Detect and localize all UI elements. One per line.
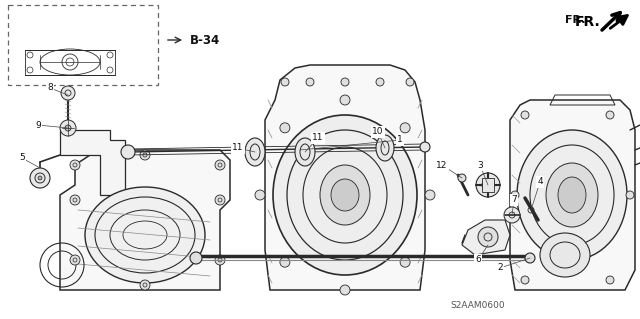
Ellipse shape bbox=[540, 233, 590, 277]
Polygon shape bbox=[462, 220, 510, 255]
Circle shape bbox=[190, 252, 202, 264]
Circle shape bbox=[70, 255, 80, 265]
Circle shape bbox=[425, 190, 435, 200]
Text: 3: 3 bbox=[477, 160, 483, 169]
Circle shape bbox=[340, 95, 350, 105]
Circle shape bbox=[400, 257, 410, 267]
Ellipse shape bbox=[320, 165, 370, 225]
Text: 7: 7 bbox=[511, 196, 517, 204]
Polygon shape bbox=[510, 100, 635, 290]
Text: 8: 8 bbox=[47, 84, 53, 93]
Circle shape bbox=[140, 150, 150, 160]
Circle shape bbox=[626, 191, 634, 199]
Ellipse shape bbox=[273, 115, 417, 275]
Text: 9: 9 bbox=[35, 121, 41, 130]
Ellipse shape bbox=[85, 187, 205, 283]
Polygon shape bbox=[265, 65, 425, 290]
Bar bbox=[482, 178, 494, 192]
Ellipse shape bbox=[558, 177, 586, 213]
Circle shape bbox=[504, 207, 520, 223]
Circle shape bbox=[511, 191, 519, 199]
Circle shape bbox=[215, 255, 225, 265]
Text: 10: 10 bbox=[372, 128, 384, 137]
Circle shape bbox=[280, 257, 290, 267]
Circle shape bbox=[60, 120, 76, 136]
Text: 12: 12 bbox=[436, 160, 448, 169]
Circle shape bbox=[458, 174, 466, 182]
Circle shape bbox=[38, 176, 42, 180]
Ellipse shape bbox=[295, 138, 315, 166]
Text: 5: 5 bbox=[19, 153, 25, 162]
Circle shape bbox=[215, 195, 225, 205]
Text: 1: 1 bbox=[397, 136, 403, 145]
Circle shape bbox=[281, 78, 289, 86]
Circle shape bbox=[406, 78, 414, 86]
Circle shape bbox=[306, 78, 314, 86]
Circle shape bbox=[478, 227, 498, 247]
Text: 11: 11 bbox=[312, 133, 324, 143]
Circle shape bbox=[255, 190, 265, 200]
Circle shape bbox=[280, 123, 290, 133]
Circle shape bbox=[376, 78, 384, 86]
Circle shape bbox=[340, 285, 350, 295]
Ellipse shape bbox=[245, 138, 265, 166]
Circle shape bbox=[61, 86, 75, 100]
Text: 11: 11 bbox=[232, 144, 244, 152]
Circle shape bbox=[606, 111, 614, 119]
Circle shape bbox=[521, 111, 529, 119]
Circle shape bbox=[70, 160, 80, 170]
Ellipse shape bbox=[376, 135, 394, 161]
Circle shape bbox=[606, 276, 614, 284]
Polygon shape bbox=[60, 130, 125, 195]
Circle shape bbox=[521, 276, 529, 284]
Text: 4: 4 bbox=[537, 177, 543, 187]
Text: 6: 6 bbox=[475, 256, 481, 264]
Ellipse shape bbox=[546, 163, 598, 227]
Circle shape bbox=[476, 173, 500, 197]
Text: B-34: B-34 bbox=[190, 34, 220, 48]
Circle shape bbox=[215, 160, 225, 170]
Circle shape bbox=[30, 168, 50, 188]
Circle shape bbox=[65, 125, 71, 131]
Text: S2AAM0600: S2AAM0600 bbox=[450, 300, 504, 309]
Text: FR.: FR. bbox=[575, 15, 601, 29]
Circle shape bbox=[420, 142, 430, 152]
Circle shape bbox=[121, 145, 135, 159]
Circle shape bbox=[400, 123, 410, 133]
Text: FR.: FR. bbox=[565, 15, 586, 25]
Circle shape bbox=[341, 78, 349, 86]
Circle shape bbox=[525, 253, 535, 263]
Circle shape bbox=[140, 280, 150, 290]
Polygon shape bbox=[60, 150, 230, 290]
Ellipse shape bbox=[331, 179, 359, 211]
Text: 2: 2 bbox=[497, 263, 503, 272]
FancyBboxPatch shape bbox=[8, 5, 158, 85]
Circle shape bbox=[70, 195, 80, 205]
Ellipse shape bbox=[517, 130, 627, 260]
